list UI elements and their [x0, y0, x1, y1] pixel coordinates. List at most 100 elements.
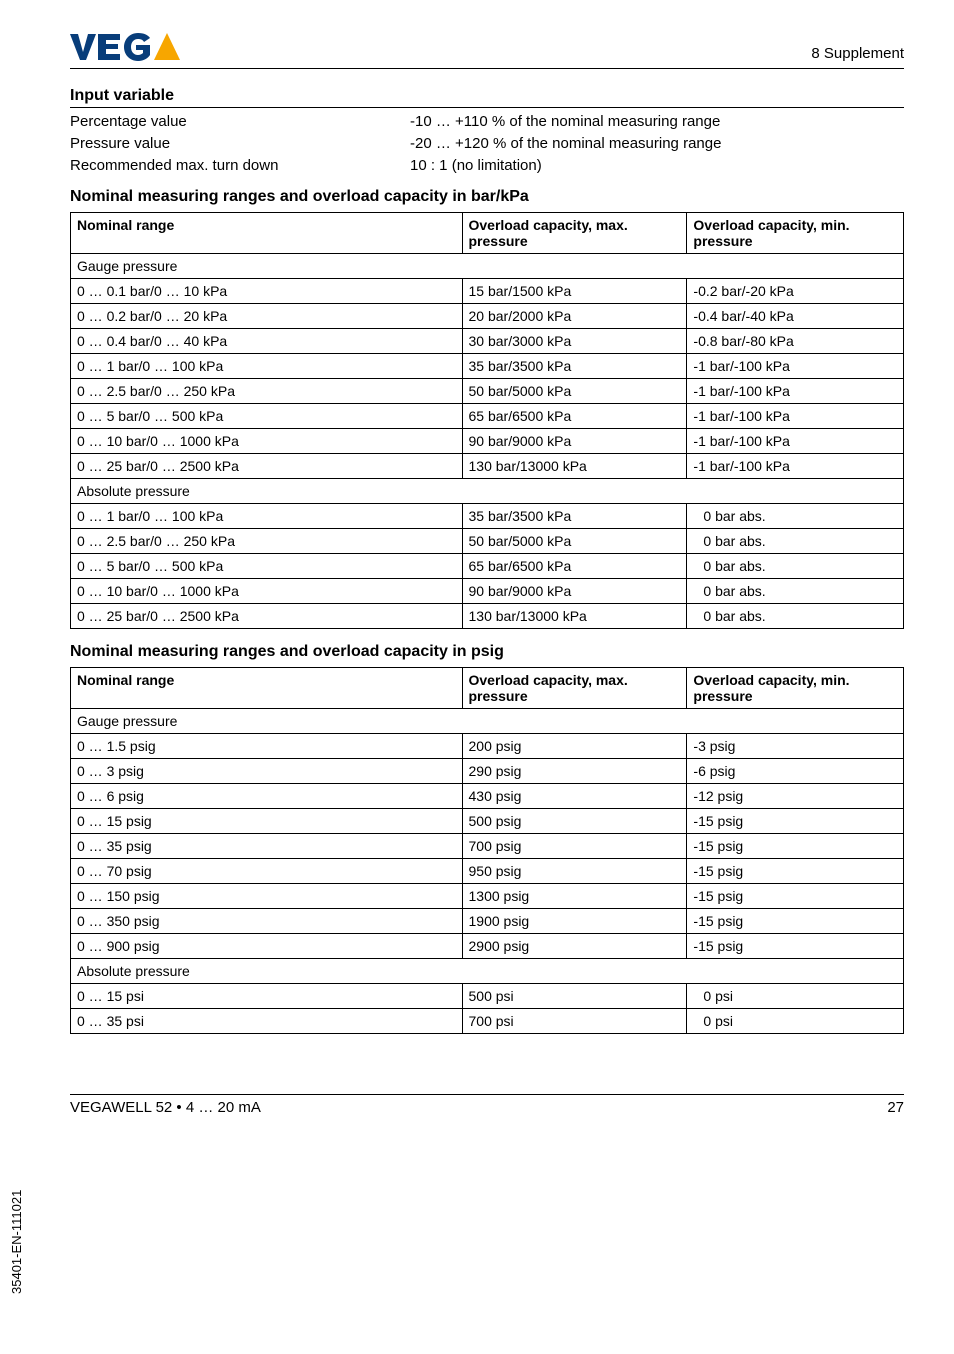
td: 0 bar abs.	[687, 554, 904, 579]
td: 15 bar/1500 kPa	[462, 279, 687, 304]
td: 0 … 15 psig	[71, 809, 463, 834]
td: 0 psi	[687, 1009, 904, 1034]
td: 65 bar/6500 kPa	[462, 554, 687, 579]
td: 35 bar/3500 kPa	[462, 354, 687, 379]
td: 0 … 6 psig	[71, 784, 463, 809]
td: 0 … 150 psig	[71, 884, 463, 909]
group-gauge: Gauge pressure	[71, 254, 904, 279]
td: -12 psig	[687, 784, 904, 809]
table-psig: Nominal range Overload capacity, max. pr…	[70, 667, 904, 1034]
td: -15 psig	[687, 934, 904, 959]
td: 0 … 3 psig	[71, 759, 463, 784]
td: -0.4 bar/-40 kPa	[687, 304, 904, 329]
td: 30 bar/3000 kPa	[462, 329, 687, 354]
td: 0 bar abs.	[687, 504, 904, 529]
table-bar-kpa: Nominal range Overload capacity, max. pr…	[70, 212, 904, 629]
td: 0 … 900 psig	[71, 934, 463, 959]
td: -1 bar/-100 kPa	[687, 429, 904, 454]
group-absolute: Absolute pressure	[71, 959, 904, 984]
td: 290 psig	[462, 759, 687, 784]
td: 0 … 10 bar/0 … 1000 kPa	[71, 429, 463, 454]
td: 200 psig	[462, 734, 687, 759]
td: 0 … 1.5 psig	[71, 734, 463, 759]
td: 0 bar abs.	[687, 579, 904, 604]
footer-page-number: 27	[887, 1099, 904, 1116]
td: 0 … 1 bar/0 … 100 kPa	[71, 504, 463, 529]
td: 50 bar/5000 kPa	[462, 379, 687, 404]
td: -15 psig	[687, 834, 904, 859]
td: 0 … 35 psi	[71, 1009, 463, 1034]
kv-val: 10 : 1 (no limitation)	[410, 157, 904, 174]
td: 0 … 350 psig	[71, 909, 463, 934]
td: 0 … 70 psig	[71, 859, 463, 884]
footer-product: VEGAWELL 52 • 4 … 20 mA	[70, 1099, 261, 1116]
td: 0 … 0.4 bar/0 … 40 kPa	[71, 329, 463, 354]
td: 0 … 25 bar/0 … 2500 kPa	[71, 604, 463, 629]
document-code: 35401-EN-111021	[9, 1190, 24, 1294]
td: -15 psig	[687, 859, 904, 884]
td: -0.2 bar/-20 kPa	[687, 279, 904, 304]
th: Overload capacity, min. pressure	[687, 668, 904, 709]
td: -1 bar/-100 kPa	[687, 354, 904, 379]
td: 0 … 5 bar/0 … 500 kPa	[71, 554, 463, 579]
td: 0 … 25 bar/0 … 2500 kPa	[71, 454, 463, 479]
kv-key: Pressure value	[70, 135, 410, 152]
td: 430 psig	[462, 784, 687, 809]
kv-key: Recommended max. turn down	[70, 157, 410, 174]
td: 0 … 2.5 bar/0 … 250 kPa	[71, 529, 463, 554]
kv-row: Percentage value -10 … +110 % of the nom…	[70, 113, 904, 130]
td: 0 … 2.5 bar/0 … 250 kPa	[71, 379, 463, 404]
kv-val: -10 … +110 % of the nominal measuring ra…	[410, 113, 904, 130]
td: 130 bar/13000 kPa	[462, 604, 687, 629]
brand-logo	[70, 30, 180, 62]
td: -3 psig	[687, 734, 904, 759]
td: -15 psig	[687, 809, 904, 834]
td: 0 bar abs.	[687, 604, 904, 629]
td: 0 … 35 psig	[71, 834, 463, 859]
td: 0 psi	[687, 984, 904, 1009]
th: Overload capacity, max. pressure	[462, 668, 687, 709]
td: 700 psi	[462, 1009, 687, 1034]
td: -6 psig	[687, 759, 904, 784]
td: 0 … 1 bar/0 … 100 kPa	[71, 354, 463, 379]
td: 2900 psig	[462, 934, 687, 959]
td: -15 psig	[687, 909, 904, 934]
kv-row: Pressure value -20 … +120 % of the nomin…	[70, 135, 904, 152]
td: 90 bar/9000 kPa	[462, 579, 687, 604]
td: 0 bar abs.	[687, 529, 904, 554]
td: 65 bar/6500 kPa	[462, 404, 687, 429]
kv-val: -20 … +120 % of the nominal measuring ra…	[410, 135, 904, 152]
td: 0 … 10 bar/0 … 1000 kPa	[71, 579, 463, 604]
chapter-label: 8 Supplement	[811, 45, 904, 62]
td: -1 bar/-100 kPa	[687, 454, 904, 479]
td: -1 bar/-100 kPa	[687, 379, 904, 404]
group-gauge: Gauge pressure	[71, 709, 904, 734]
table1-title: Nominal measuring ranges and overload ca…	[70, 188, 904, 206]
td: 0 … 0.2 bar/0 … 20 kPa	[71, 304, 463, 329]
td: 500 psig	[462, 809, 687, 834]
kv-key: Percentage value	[70, 113, 410, 130]
td: 700 psig	[462, 834, 687, 859]
td: 0 … 15 psi	[71, 984, 463, 1009]
td: 1300 psig	[462, 884, 687, 909]
th: Nominal range	[71, 213, 463, 254]
td: -15 psig	[687, 884, 904, 909]
td: -1 bar/-100 kPa	[687, 404, 904, 429]
td: 130 bar/13000 kPa	[462, 454, 687, 479]
td: 1900 psig	[462, 909, 687, 934]
td: -0.8 bar/-80 kPa	[687, 329, 904, 354]
td: 50 bar/5000 kPa	[462, 529, 687, 554]
td: 20 bar/2000 kPa	[462, 304, 687, 329]
th: Overload capacity, max. pressure	[462, 213, 687, 254]
kv-row: Recommended max. turn down 10 : 1 (no li…	[70, 157, 904, 174]
td: 0 … 5 bar/0 … 500 kPa	[71, 404, 463, 429]
section-input-variable: Input variable	[70, 87, 904, 108]
td: 90 bar/9000 kPa	[462, 429, 687, 454]
td: 500 psi	[462, 984, 687, 1009]
table2-title: Nominal measuring ranges and overload ca…	[70, 643, 904, 661]
td: 0 … 0.1 bar/0 … 10 kPa	[71, 279, 463, 304]
td: 35 bar/3500 kPa	[462, 504, 687, 529]
th: Nominal range	[71, 668, 463, 709]
td: 950 psig	[462, 859, 687, 884]
header-rule	[70, 68, 904, 69]
